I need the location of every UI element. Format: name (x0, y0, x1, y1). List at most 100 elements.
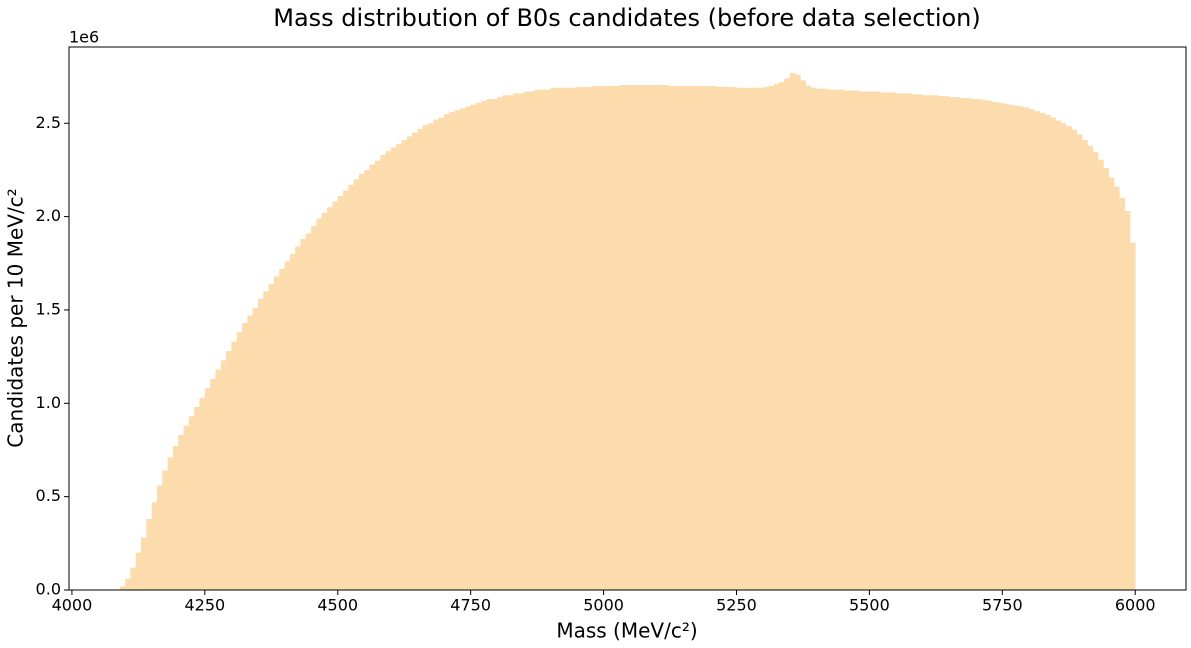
y-axis-label: Candidates per 10 MeV/c² (4, 188, 28, 447)
histogram-bar (981, 99, 987, 590)
histogram-bar (422, 125, 429, 591)
histogram-bar (784, 78, 791, 590)
histogram-bar (763, 86, 769, 591)
histogram-bar (848, 90, 854, 591)
histogram-bar (491, 98, 498, 590)
x-tick-label: 4000 (52, 596, 93, 615)
histogram-bar (183, 425, 190, 590)
histogram-bar (592, 85, 599, 591)
histogram-bar (1119, 197, 1125, 590)
x-axis-label: Mass (MeV/c²) (556, 619, 697, 643)
histogram-bar (1012, 105, 1019, 590)
histogram-bar (1076, 134, 1083, 590)
histogram-bar (1018, 106, 1024, 590)
histogram-bar (646, 84, 652, 591)
histogram-bar (1087, 145, 1094, 590)
histogram-bar (704, 85, 711, 591)
histogram-bar (454, 110, 461, 590)
y-offset-label: 1e6 (69, 28, 99, 47)
histogram-bar (396, 143, 402, 590)
y-tick-label: 1.5 (36, 299, 61, 318)
histogram-bar (800, 80, 807, 590)
histogram-bar (210, 379, 216, 590)
histogram-bar (162, 470, 169, 590)
histogram-bar (1124, 211, 1131, 590)
histogram-bar (513, 93, 519, 591)
histogram-bar (603, 85, 610, 591)
histogram-bar (1071, 129, 1078, 590)
chart-title: Mass distribution of B0s candidates (bef… (273, 4, 981, 32)
histogram-bar (263, 291, 270, 590)
histogram-bar (156, 485, 163, 590)
histogram-bar (991, 101, 998, 590)
histogram-bar (534, 89, 541, 591)
histogram-bar (507, 95, 514, 591)
histogram-bar (587, 86, 594, 591)
histogram-bar (1103, 168, 1110, 590)
histogram-bar (598, 85, 604, 591)
histogram-bar (247, 315, 254, 590)
histogram-bar (1039, 112, 1046, 590)
histogram-bar (555, 87, 562, 591)
histogram-bar (475, 102, 482, 590)
y-tick-label: 0.5 (36, 486, 61, 505)
histogram-bar (630, 84, 636, 591)
histogram-bar (741, 87, 748, 591)
histogram-bar (295, 246, 301, 590)
histogram-bar (864, 91, 870, 591)
histogram-bar (316, 218, 323, 591)
histogram-bar (220, 360, 227, 590)
histogram-bar (561, 87, 567, 591)
histogram-bar (965, 98, 971, 591)
y-tick-label: 2.5 (36, 113, 61, 132)
histogram-bar (215, 369, 222, 590)
histogram-bar (428, 123, 434, 590)
histogram-bar (412, 132, 418, 590)
histogram-bar (986, 100, 993, 590)
histogram-bar (550, 87, 557, 591)
histogram-bar (1108, 177, 1115, 590)
histogram-bar (917, 94, 923, 591)
histogram-bar (773, 84, 780, 591)
histogram-bar (151, 502, 158, 590)
histogram-bar (996, 102, 1003, 590)
histogram-bar (242, 323, 248, 590)
x-tick-label: 4750 (450, 596, 491, 615)
histogram-bar (1113, 186, 1120, 590)
histogram-bar (486, 98, 493, 590)
histogram-bar (353, 179, 360, 590)
histogram-bar (231, 341, 238, 590)
histogram-bar (906, 93, 913, 591)
histogram-bar (268, 283, 275, 590)
histogram-bar (970, 98, 977, 590)
histogram-bar (343, 190, 349, 590)
histogram-bar (444, 113, 450, 590)
histogram-bar (438, 117, 445, 590)
x-tick-label: 6000 (1115, 596, 1156, 615)
histogram-bar (359, 173, 365, 590)
histogram-bar (236, 332, 243, 590)
y-tick-label: 2.0 (36, 206, 61, 225)
histogram-bar (545, 89, 551, 591)
histogram-bar (789, 72, 796, 591)
histogram-bar (1092, 152, 1099, 591)
histogram-bar (901, 93, 908, 591)
histogram-bar (911, 94, 918, 591)
histogram-bar (327, 207, 333, 590)
histogram-bar (779, 82, 785, 591)
histogram-bar (465, 106, 472, 590)
histogram-bar (582, 86, 589, 591)
histogram-bar (502, 95, 509, 591)
histogram-bar (178, 435, 184, 590)
histogram-bar (289, 253, 296, 590)
histogram-bar (305, 233, 312, 590)
histogram-bar (188, 416, 195, 590)
histogram-bar (688, 85, 695, 591)
histogram-bar (837, 89, 844, 591)
histogram-bar (194, 407, 200, 590)
histogram-bar (1007, 104, 1014, 590)
histogram-bar (890, 92, 897, 591)
histogram-bar (449, 112, 456, 590)
histogram-bar (390, 147, 397, 591)
histogram-bar (337, 196, 344, 590)
